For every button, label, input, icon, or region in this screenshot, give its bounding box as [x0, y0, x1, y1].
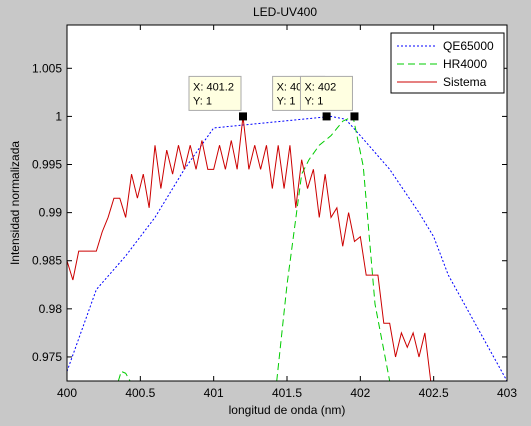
y-axis-label: Intensidad normalizada	[8, 141, 22, 265]
chart-title: LED-UV400	[253, 5, 317, 19]
y-tick-label: 1.005	[32, 61, 62, 75]
legend-label-hr4000: HR4000	[443, 57, 487, 71]
x-tick-label: 402.5	[419, 386, 449, 400]
datatip-box	[299, 75, 353, 111]
series-line-qe65000	[67, 115, 507, 381]
datatip-y-text: Y: 1	[193, 95, 212, 107]
legend: QE65000 HR4000 Sistema	[390, 32, 505, 94]
y-tick-label: 0.98	[39, 302, 63, 316]
series-line-sistema	[67, 116, 437, 381]
datatip-y-text: Y: 1	[304, 95, 323, 107]
datatip-marker[interactable]	[322, 112, 331, 121]
x-axis: 400 400.5 401 401.5 402 402.5 403	[57, 25, 517, 400]
y-tick-label: 0.995	[32, 158, 62, 172]
x-tick-label: 402	[350, 386, 370, 400]
series-line-hr4000	[276, 115, 391, 381]
series-line-hr4000	[117, 370, 131, 381]
y-tick-label: 0.985	[32, 254, 62, 268]
x-tick-label: 400	[57, 386, 77, 400]
y-tick-label: 0.99	[39, 206, 63, 220]
datatip-x-text: X: 402	[304, 81, 336, 93]
y-tick-label: 0.975	[32, 350, 62, 364]
x-axis-label: longitud de onda (nm)	[229, 403, 346, 417]
datatip-marker[interactable]	[239, 112, 247, 121]
legend-label-sistema: Sistema	[443, 75, 487, 89]
datatip-y-text: Y: 1	[277, 95, 296, 107]
series-layer	[67, 115, 507, 381]
datatip-box	[188, 75, 242, 111]
legend-label-qe65000: QE65000	[443, 39, 494, 53]
y-axis: 0.975 0.98 0.985 0.99 0.995 1 1.005	[32, 61, 507, 364]
x-tick-label: 403	[497, 386, 517, 400]
y-tick-label: 1	[55, 109, 62, 123]
datatip-marker[interactable]	[350, 112, 359, 121]
x-tick-label: 401	[204, 386, 224, 400]
legend-box	[390, 32, 505, 94]
x-tick-label: 401.5	[272, 386, 302, 400]
datatip-x-text: X: 401.2	[193, 81, 234, 93]
x-tick-label: 400.5	[125, 386, 155, 400]
